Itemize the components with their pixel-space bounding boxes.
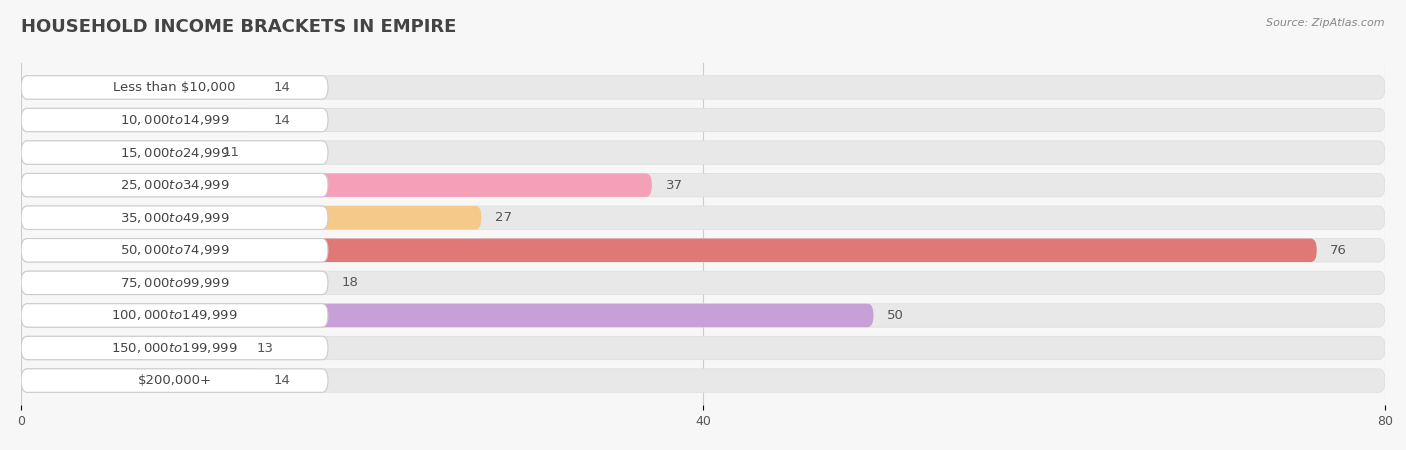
Text: 27: 27 bbox=[495, 211, 512, 224]
Text: $100,000 to $149,999: $100,000 to $149,999 bbox=[111, 308, 238, 323]
FancyBboxPatch shape bbox=[21, 238, 1385, 262]
FancyBboxPatch shape bbox=[21, 336, 243, 360]
FancyBboxPatch shape bbox=[21, 76, 260, 99]
FancyBboxPatch shape bbox=[21, 206, 481, 230]
FancyBboxPatch shape bbox=[21, 206, 1385, 230]
Text: 50: 50 bbox=[887, 309, 904, 322]
FancyBboxPatch shape bbox=[21, 304, 873, 327]
Text: $10,000 to $14,999: $10,000 to $14,999 bbox=[120, 113, 229, 127]
FancyBboxPatch shape bbox=[21, 173, 328, 197]
FancyBboxPatch shape bbox=[21, 271, 1385, 295]
FancyBboxPatch shape bbox=[21, 238, 1317, 262]
Text: 14: 14 bbox=[273, 81, 290, 94]
FancyBboxPatch shape bbox=[21, 336, 328, 360]
Text: HOUSEHOLD INCOME BRACKETS IN EMPIRE: HOUSEHOLD INCOME BRACKETS IN EMPIRE bbox=[21, 18, 457, 36]
FancyBboxPatch shape bbox=[21, 173, 652, 197]
FancyBboxPatch shape bbox=[21, 304, 1385, 327]
Text: 37: 37 bbox=[665, 179, 682, 192]
FancyBboxPatch shape bbox=[21, 271, 328, 295]
Text: 18: 18 bbox=[342, 276, 359, 289]
FancyBboxPatch shape bbox=[21, 206, 328, 230]
Text: 14: 14 bbox=[273, 113, 290, 126]
FancyBboxPatch shape bbox=[21, 141, 1385, 164]
Text: Less than $10,000: Less than $10,000 bbox=[114, 81, 236, 94]
FancyBboxPatch shape bbox=[21, 238, 328, 262]
Text: $50,000 to $74,999: $50,000 to $74,999 bbox=[120, 243, 229, 257]
FancyBboxPatch shape bbox=[21, 141, 208, 164]
FancyBboxPatch shape bbox=[21, 108, 260, 132]
Text: $200,000+: $200,000+ bbox=[138, 374, 211, 387]
Text: 76: 76 bbox=[1330, 244, 1347, 257]
FancyBboxPatch shape bbox=[21, 76, 1385, 99]
FancyBboxPatch shape bbox=[21, 369, 1385, 392]
Text: Source: ZipAtlas.com: Source: ZipAtlas.com bbox=[1267, 18, 1385, 28]
FancyBboxPatch shape bbox=[21, 271, 328, 295]
Text: 13: 13 bbox=[256, 342, 273, 355]
Text: $35,000 to $49,999: $35,000 to $49,999 bbox=[120, 211, 229, 225]
FancyBboxPatch shape bbox=[21, 369, 260, 392]
Text: $150,000 to $199,999: $150,000 to $199,999 bbox=[111, 341, 238, 355]
FancyBboxPatch shape bbox=[21, 173, 1385, 197]
Text: 11: 11 bbox=[222, 146, 239, 159]
FancyBboxPatch shape bbox=[21, 108, 1385, 132]
Text: $75,000 to $99,999: $75,000 to $99,999 bbox=[120, 276, 229, 290]
FancyBboxPatch shape bbox=[21, 304, 328, 327]
FancyBboxPatch shape bbox=[21, 76, 328, 99]
FancyBboxPatch shape bbox=[21, 369, 328, 392]
Text: $25,000 to $34,999: $25,000 to $34,999 bbox=[120, 178, 229, 192]
Text: 14: 14 bbox=[273, 374, 290, 387]
Text: $15,000 to $24,999: $15,000 to $24,999 bbox=[120, 145, 229, 160]
FancyBboxPatch shape bbox=[21, 141, 328, 164]
FancyBboxPatch shape bbox=[21, 108, 328, 132]
FancyBboxPatch shape bbox=[21, 336, 1385, 360]
